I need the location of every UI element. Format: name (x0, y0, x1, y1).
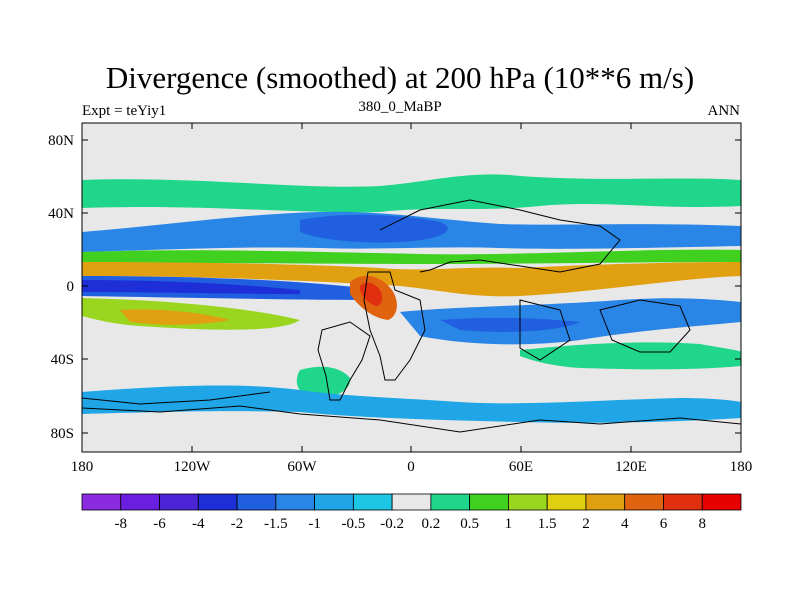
lat-label-80s: 80S (51, 426, 74, 442)
colorbar-label: -4 (192, 516, 205, 532)
coastline-south-america (317, 321, 371, 401)
map-field (82, 123, 741, 452)
colorbar-swatch (314, 493, 354, 511)
band-tropical-orange (82, 262, 741, 297)
colorbar-label: -0.2 (380, 516, 404, 532)
coastline-antarctic-pen (82, 391, 271, 405)
colorbar-label: 8 (698, 516, 706, 532)
colorbar-swatch (469, 493, 509, 511)
lat-ticks (82, 139, 741, 434)
colorbar-swatch (275, 493, 315, 511)
band-equator-darkblue (82, 280, 300, 294)
lon-label-120w: 120W (174, 459, 212, 475)
colorbar-label: 4 (621, 516, 629, 532)
band-south-darkblue (440, 317, 580, 332)
colorbar-swatch (352, 493, 393, 511)
colorbar-swatch (159, 493, 199, 511)
colorbar-label: 6 (660, 516, 668, 532)
band-north-green2 (82, 249, 741, 264)
colorbar-label: -2 (231, 516, 244, 532)
experiment-label: Expt = teYiy1 (82, 103, 167, 119)
lon-label-180w: 180 (71, 459, 94, 475)
colorbar (81, 493, 742, 511)
lat-label-0: 0 (67, 279, 75, 295)
colorbar-swatch (391, 493, 432, 511)
colorbar-swatch (585, 493, 626, 511)
map-title: Divergence (smoothed) at 200 hPa (10**6 … (105, 60, 695, 95)
band-south-mid-green (296, 366, 351, 399)
colorbar-swatch (508, 493, 548, 511)
colorbar-label: 0.5 (460, 516, 479, 532)
colorbar-label: -0.5 (341, 516, 365, 532)
colorbar-swatch (236, 493, 277, 511)
colorbar-label: -6 (153, 516, 166, 532)
case-label: 380_0_MaBP (358, 99, 442, 115)
colorbar-label: 1 (505, 516, 513, 532)
lon-label-60w: 60W (287, 459, 317, 475)
lat-label-40s: 40S (51, 352, 74, 368)
colorbar-swatch (624, 493, 664, 511)
coastline-africa (363, 271, 426, 381)
colorbar-swatch (197, 493, 238, 511)
colorbar-swatch (120, 493, 160, 511)
colorbar-labels: -8 -6 -4 -2 -1.5 -1 -0.5 -0.2 0.2 0.5 1 1.5 2 4 6 8 (115, 516, 706, 532)
coastline-india (519, 299, 571, 361)
lon-label-60e: 60E (509, 459, 533, 475)
colorbar-label: 2 (582, 516, 590, 532)
colorbar-swatch (546, 493, 587, 511)
lat-label-80n: 80N (48, 133, 74, 149)
colorbar-swatch (663, 493, 703, 511)
season-label: ANN (707, 103, 741, 119)
colorbar-label: -8 (115, 516, 128, 532)
band-south-orange (120, 309, 230, 325)
coastline-antarctica (82, 405, 741, 433)
lon-ticks (191, 123, 632, 452)
colorbar-swatch (81, 493, 122, 511)
colorbar-label: 1.5 (538, 516, 557, 532)
colorbar-label: 0.2 (422, 516, 441, 532)
coastlines (82, 199, 741, 433)
band-north-darkblue (300, 214, 448, 243)
lon-label-120e: 120E (615, 459, 647, 475)
colorbar-label: -1 (308, 516, 321, 532)
colorbar-swatch (701, 493, 742, 511)
band-south-green (520, 342, 741, 370)
colorbar-label: -1.5 (264, 516, 288, 532)
coastline-eurasia (379, 199, 621, 273)
lat-label-40n: 40N (48, 206, 74, 222)
lon-label-180e: 180 (730, 459, 753, 475)
coastline-australia (599, 299, 691, 353)
colorbar-swatch (430, 493, 471, 511)
band-north-green (82, 174, 741, 213)
lon-label-0: 0 (407, 459, 415, 475)
